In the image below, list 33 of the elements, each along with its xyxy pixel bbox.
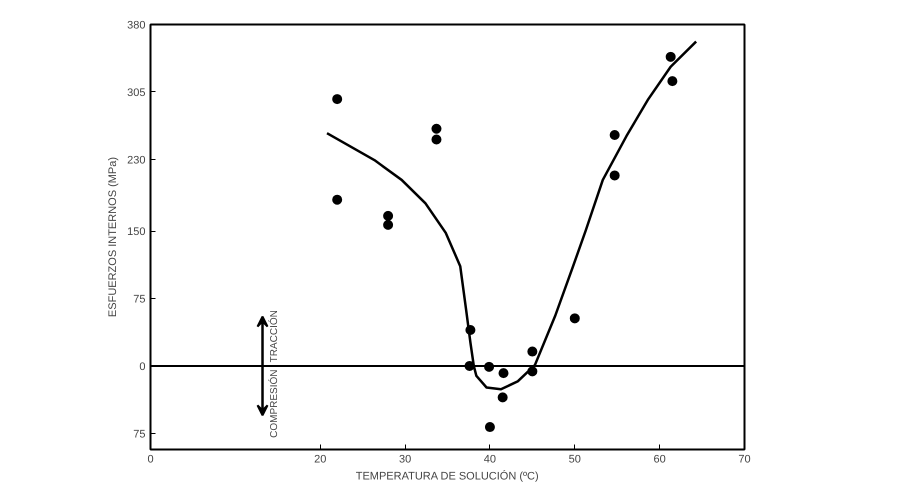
point <box>332 194 342 205</box>
y-tick-label: 0 <box>139 360 146 373</box>
annotation: TRACCIÓN <box>268 310 280 362</box>
y-tick-label: 150 <box>127 226 146 238</box>
y-tick-label: 380 <box>127 20 146 32</box>
point <box>431 134 442 144</box>
point <box>383 210 394 221</box>
x-tick-label: 50 <box>568 454 581 466</box>
x-tick-label: 0 <box>147 454 154 466</box>
point <box>527 346 538 357</box>
y-tick-label: 75 <box>133 294 146 306</box>
x-tick-label: 60 <box>654 454 666 466</box>
y-tick-label: 75 <box>133 428 146 440</box>
point <box>667 76 678 86</box>
y-tick-label: 305 <box>127 86 146 99</box>
x-axis-title: TEMPERATURA DE SOLUCIÓN (ºC) <box>356 470 539 482</box>
x-tick-label: 30 <box>398 454 412 466</box>
annotation: COMPRESIÓN <box>268 370 280 438</box>
point <box>570 313 580 324</box>
point <box>498 368 509 378</box>
point <box>332 94 342 104</box>
x-tick-label: 40 <box>484 454 496 466</box>
point <box>484 422 495 432</box>
x-tick-label: 20 <box>314 454 326 466</box>
point <box>610 130 620 140</box>
point <box>498 392 508 402</box>
point <box>383 220 394 230</box>
point <box>610 170 620 180</box>
x-tick-label: 70 <box>738 454 751 466</box>
y-tick-label: 230 <box>127 154 146 166</box>
point <box>431 124 442 134</box>
point <box>666 52 676 62</box>
y-axis-title: ESFUERZOS INTERNOS (MPa) <box>107 156 120 318</box>
